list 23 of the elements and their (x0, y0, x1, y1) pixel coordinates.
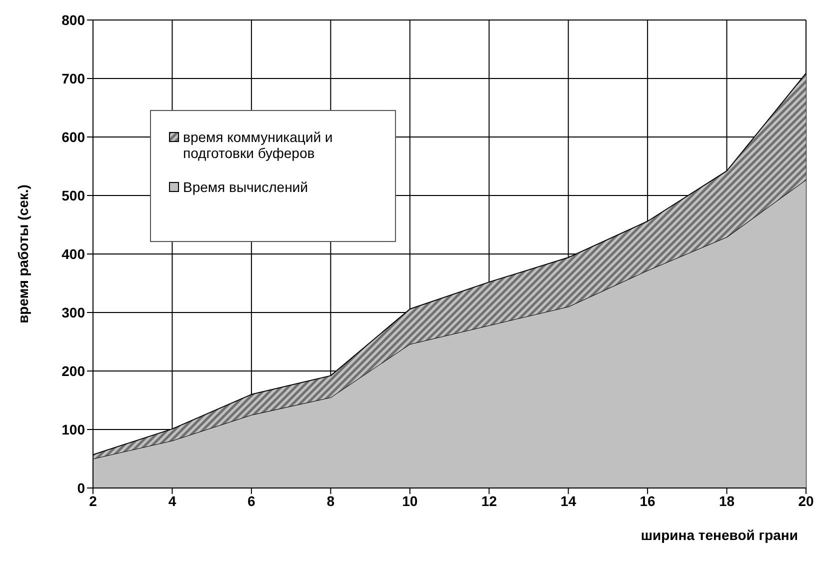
x-tick-label: 4 (168, 492, 176, 509)
x-tick-label: 14 (560, 492, 576, 509)
y-tick-label: 600 (62, 128, 86, 145)
y-tick-label: 500 (62, 187, 86, 204)
y-tick-label: 100 (62, 421, 86, 438)
y-axis-title: время работы (сек.) (14, 184, 31, 324)
x-tick-label: 6 (248, 492, 256, 509)
y-tick-label: 400 (62, 246, 86, 262)
legend-label: время коммуникаций и подготовки буферов (183, 129, 334, 161)
y-tick-label: 200 (62, 362, 86, 379)
x-tick-label: 12 (481, 492, 498, 509)
x-tick-label: 18 (718, 492, 735, 509)
y-tick-label: 800 (62, 12, 86, 28)
x-axis-title: ширина теневой грани (640, 527, 798, 543)
x-tick-label: 16 (640, 492, 656, 509)
y-tick-label: 300 (62, 304, 86, 320)
x-tick-label: 8 (326, 492, 335, 509)
y-tick-label: 700 (62, 70, 86, 86)
x-tick-label: 20 (798, 492, 814, 509)
x-tick-label: 10 (402, 492, 418, 509)
y-tick-label: 0 (77, 480, 86, 496)
x-tick-label: 2 (89, 492, 98, 509)
legend-label: Время вычислений (183, 179, 308, 195)
